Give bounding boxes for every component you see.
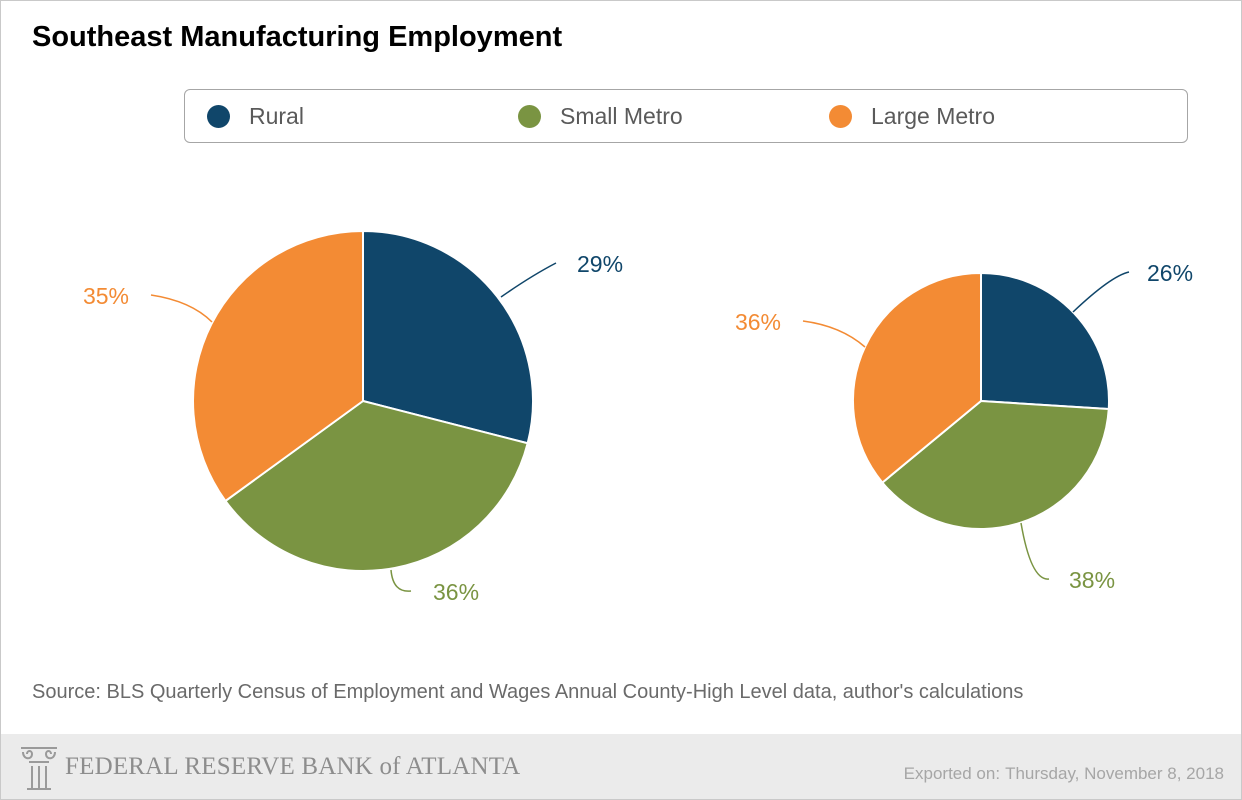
pie-1-label-large-metro: 35%	[83, 283, 129, 309]
pie-1-leader-rural	[500, 262, 557, 298]
legend-item-rural[interactable]: Rural	[207, 90, 304, 142]
chart-title: Southeast Manufacturing Employment	[32, 21, 563, 53]
column-capital-icon	[21, 747, 57, 790]
export-info: Exported on: Thursday, November 8, 2018	[904, 764, 1224, 784]
pie-charts: 29% 36% 35% 26% 38% 36%	[83, 229, 1193, 605]
pie-2-leader-large-metro	[802, 320, 866, 348]
legend-swatch-rural	[207, 104, 230, 128]
pie-1-leader-small-metro	[390, 569, 412, 592]
export-prefix: Exported on:	[903, 764, 1001, 783]
pie-2-label-small-metro: 38%	[1069, 567, 1115, 593]
pie-1-label-small-metro: 36%	[433, 579, 479, 605]
pie-1-slice-rural[interactable]	[362, 229, 535, 445]
bank-logo: FEDERAL RESERVE BANK of ATLANTA	[19, 744, 520, 790]
pie-2-leader-small-metro	[1020, 522, 1050, 580]
pie-2-slice-rural[interactable]	[980, 271, 1110, 411]
source-note: Source: BLS Quarterly Census of Employme…	[32, 681, 1024, 703]
legend-label-large-metro: Large Metro	[871, 102, 996, 129]
pie-1-slice-large-metro[interactable]	[192, 229, 364, 503]
pie-1-slice-small-metro[interactable]	[224, 399, 529, 572]
pie-chart-2: 26% 38% 36%	[735, 260, 1193, 593]
legend-swatch-large-metro	[829, 104, 852, 128]
pie-2-label-rural: 26%	[1147, 260, 1193, 286]
legend-item-small-metro[interactable]: Small Metro	[518, 90, 683, 142]
pie-2-label-large-metro: 36%	[735, 309, 781, 335]
pie-chart-1: 29% 36% 35%	[83, 229, 623, 605]
chart-legend: Rural Small Metro Large Metro	[184, 89, 1188, 143]
legend-item-large-metro[interactable]: Large Metro	[829, 90, 995, 142]
export-date: Thursday, November 8, 2018	[1005, 764, 1224, 783]
legend-swatch-small-metro	[518, 104, 541, 128]
legend-label-small-metro: Small Metro	[560, 102, 683, 129]
pie-2-leader-rural	[1072, 271, 1130, 313]
footer-bar: FEDERAL RESERVE BANK of ATLANTA Exported…	[1, 734, 1241, 799]
pie-2-slice-small-metro[interactable]	[880, 399, 1110, 530]
legend-label-rural: Rural	[249, 102, 304, 129]
pie-1-leader-large-metro	[150, 294, 213, 323]
bank-logo-text: FEDERAL RESERVE BANK of ATLANTA	[65, 753, 521, 780]
pie-1-label-rural: 29%	[577, 251, 623, 277]
